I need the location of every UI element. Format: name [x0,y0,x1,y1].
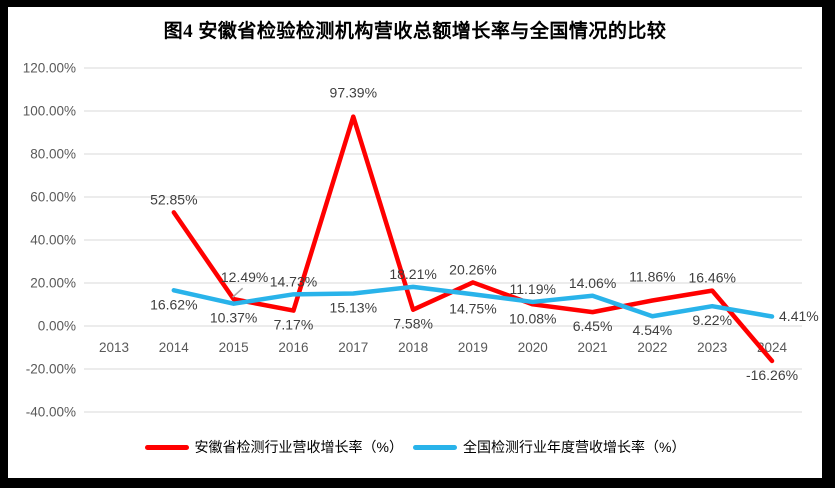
data-label: -16.26% [746,367,798,383]
data-label: 9.22% [692,312,732,328]
data-label: 15.13% [330,299,377,315]
y-axis-tick-label: 100.00% [23,104,76,119]
data-label: 18.21% [389,266,436,282]
legend-label-national: 全国检测行业年度营收增长率（%） [463,439,686,455]
data-label: 10.37% [210,310,257,326]
national-series-line [171,284,775,319]
data-label: 4.54% [633,322,673,338]
legend-item-anhui: 安徽省检测行业营收增长率（%） [144,437,403,457]
x-axis-label: 2023 [697,340,727,355]
data-label: 7.58% [393,316,433,332]
x-axis-label: 2019 [458,340,488,355]
x-axis-label: 2020 [518,340,548,355]
y-axis-tick-label: -20.00% [26,362,76,377]
legend-item-national: 全国检测行业年度营收增长率（%） [413,437,685,457]
data-label: 4.41% [779,308,819,324]
x-axis-label: 2014 [159,340,190,355]
data-label: 97.39% [330,85,377,101]
anhui-line-swatch-icon [144,444,189,450]
data-label: 11.86% [629,269,675,285]
x-axis-label: 2016 [278,340,308,355]
data-label: 12.49% [221,269,268,285]
y-axis-tick-label: 120.00% [23,61,76,76]
x-axis-label: 2017 [338,340,368,355]
x-axis-label: 2013 [99,340,129,355]
y-axis-tick-label: -40.00% [26,405,76,420]
data-label: 16.62% [150,296,197,312]
x-axis-label: 2018 [398,340,428,355]
x-axis-label: 2022 [637,340,667,355]
data-label: 16.46% [688,270,735,286]
y-axis-tick-label: 80.00% [30,147,76,162]
data-label: 20.26% [449,261,496,277]
y-axis-tick-label: 40.00% [30,233,76,248]
data-label: 11.19% [510,281,556,297]
anhui-series-line [171,114,775,364]
line-chart: 120.00% 100.00% 80.00% 60.00% 40.00% 20.00% 0.… [23,61,819,420]
chart-legend: 安徽省检测行业营收增长率（%） 全国检测行业年度营收增长率（%） [8,437,822,457]
chart-title: 图4 安徽省检验检测机构营收总额增长率与全国情况的比较 [163,21,667,42]
data-label: 10.08% [509,310,556,326]
y-axis-tick-label: 60.00% [30,190,76,205]
data-label: 6.45% [573,318,613,334]
data-label: 52.85% [150,191,197,207]
x-axis-label: 2021 [578,340,608,355]
data-label: 14.75% [449,300,496,316]
data-label: 14.06% [569,275,616,291]
label-leader-line [232,287,244,298]
chart-window: 图4 安徽省检验检测机构营收总额增长率与全国情况的比较 120.00% 100.0… [8,7,822,478]
data-label: 14.73% [270,273,317,289]
y-axis-tick-label: 20.00% [30,276,76,291]
legend-label-anhui: 安徽省检测行业营收增长率（%） [194,439,403,455]
national-line-swatch-icon [413,444,457,450]
data-label: 7.17% [274,317,314,333]
x-axis-label: 2015 [219,340,249,355]
y-axis-tick-label: 0.00% [38,319,76,334]
